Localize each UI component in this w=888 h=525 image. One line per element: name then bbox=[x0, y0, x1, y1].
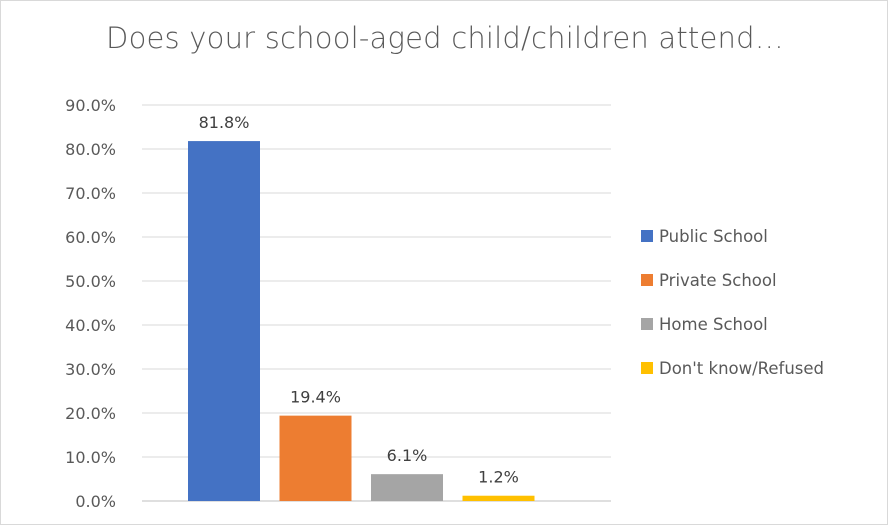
chart-title: Does your school-aged child/children att… bbox=[106, 21, 784, 55]
y-tick-label: 0.0% bbox=[75, 492, 116, 511]
data-label: 6.1% bbox=[387, 446, 428, 465]
bar bbox=[462, 495, 535, 501]
bars bbox=[188, 141, 535, 501]
legend: Public School Private School Home School Do… bbox=[641, 227, 824, 378]
y-tick-label: 90.0% bbox=[65, 96, 116, 115]
bar bbox=[371, 474, 443, 501]
y-tick-label: 50.0% bbox=[65, 272, 116, 291]
data-label: 19.4% bbox=[290, 388, 341, 407]
y-tick-label: 80.0% bbox=[65, 140, 116, 159]
y-tick-label: 70.0% bbox=[65, 184, 116, 203]
y-tick-label: 10.0% bbox=[65, 448, 116, 467]
legend-label: Don't know/Refused bbox=[659, 359, 824, 378]
data-labels: 81.8% 19.4% 6.1% 1.2% bbox=[199, 113, 519, 487]
data-label: 1.2% bbox=[478, 468, 519, 487]
legend-label: Public School bbox=[659, 227, 768, 246]
y-axis-tick-labels: 0.0% 10.0% 20.0% 30.0% 40.0% 50.0% 60.0% 70.0% 8… bbox=[65, 96, 116, 511]
bar bbox=[279, 415, 352, 501]
legend-swatch bbox=[641, 274, 653, 286]
legend-swatch bbox=[641, 230, 653, 242]
legend-label: Home School bbox=[659, 315, 768, 334]
legend-swatch bbox=[641, 318, 653, 330]
y-tick-label: 40.0% bbox=[65, 316, 116, 335]
data-label: 81.8% bbox=[199, 113, 250, 132]
y-tick-label: 20.0% bbox=[65, 404, 116, 423]
legend-label: Private School bbox=[659, 271, 777, 290]
legend-swatch bbox=[641, 362, 653, 374]
y-tick-label: 30.0% bbox=[65, 360, 116, 379]
bar bbox=[188, 141, 260, 501]
y-tick-label: 60.0% bbox=[65, 228, 116, 247]
